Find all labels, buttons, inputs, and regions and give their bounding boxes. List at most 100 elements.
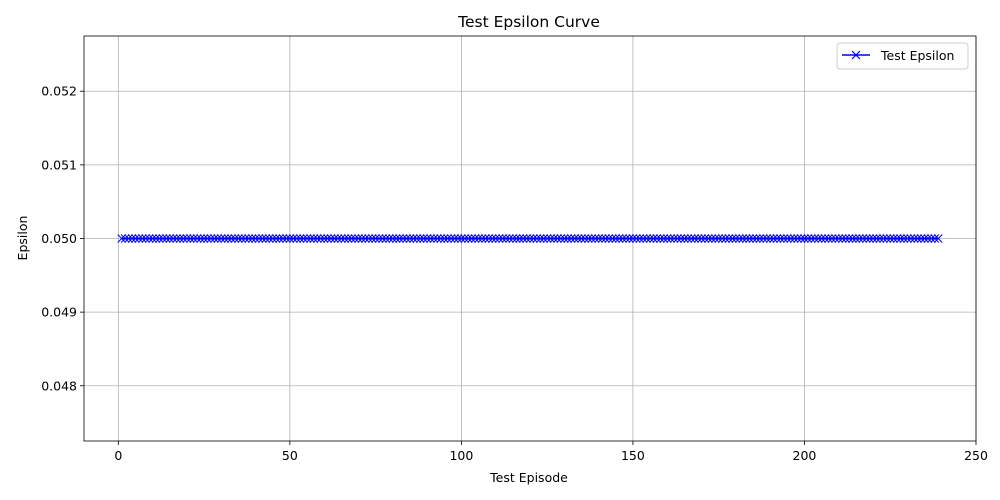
data-point-marker: [120, 234, 130, 243]
marker-stroke: [240, 234, 250, 243]
data-point-marker: [563, 234, 573, 243]
marker-stroke: [439, 234, 449, 243]
data-point-marker: [312, 234, 322, 243]
marker-stroke: [525, 234, 535, 243]
marker-stroke: [151, 234, 161, 243]
marker-stroke: [398, 234, 408, 243]
data-point-marker: [158, 234, 168, 243]
data-point-marker: [374, 234, 384, 243]
marker-stroke: [690, 234, 700, 243]
data-point-marker: [436, 234, 446, 243]
data-point-marker: [659, 234, 669, 243]
marker-stroke: [580, 234, 590, 243]
marker-stroke: [546, 234, 555, 243]
marker-stroke: [889, 234, 899, 243]
marker-stroke: [837, 234, 847, 243]
data-point-marker: [879, 234, 888, 243]
data-point-marker: [752, 234, 761, 243]
marker-stroke: [258, 234, 267, 243]
data-point-marker: [213, 234, 223, 243]
marker-stroke: [288, 234, 298, 243]
marker-stroke: [724, 234, 734, 243]
marker-stroke: [199, 234, 209, 243]
marker-stroke: [923, 234, 933, 243]
x-tick-label: 200: [793, 448, 817, 463]
data-point-marker: [261, 234, 271, 243]
marker-stroke: [721, 234, 730, 243]
data-point-marker: [323, 234, 332, 243]
marker-stroke: [659, 234, 669, 243]
marker-stroke: [662, 234, 672, 243]
data-point-marker: [378, 234, 387, 243]
marker-stroke: [728, 234, 737, 243]
data-point-marker: [539, 234, 549, 243]
data-point-marker: [388, 234, 398, 243]
marker-stroke: [779, 234, 789, 243]
marker-stroke: [656, 234, 665, 243]
legend-box: [836, 42, 969, 70]
marker-stroke: [741, 234, 751, 243]
marker-stroke: [645, 234, 655, 243]
marker-stroke: [505, 234, 514, 243]
marker-stroke: [707, 234, 717, 243]
marker-stroke: [367, 234, 377, 243]
data-point-marker: [717, 234, 727, 243]
marker-stroke: [810, 234, 820, 243]
data-point-marker: [186, 234, 195, 243]
marker-stroke: [618, 234, 627, 243]
marker-stroke: [285, 234, 295, 243]
data-point-marker: [481, 234, 490, 243]
marker-stroke: [422, 234, 432, 243]
data-point-marker: [210, 234, 219, 243]
data-point-marker: [542, 234, 552, 243]
marker-stroke: [597, 234, 607, 243]
data-point-marker: [148, 234, 157, 243]
marker-stroke: [384, 234, 394, 243]
marker-stroke: [498, 234, 507, 243]
marker-stroke: [148, 234, 157, 243]
data-point-marker: [892, 234, 902, 243]
marker-stroke: [693, 234, 703, 243]
x-tick-label: 250: [964, 448, 988, 463]
marker-stroke: [776, 234, 785, 243]
data-point-marker: [872, 234, 881, 243]
data-point-marker: [549, 234, 559, 243]
x-tick-label: 100: [449, 448, 473, 463]
data-point-marker: [642, 234, 651, 243]
marker-stroke: [216, 234, 226, 243]
data-point-marker: [525, 234, 535, 243]
series-layer: [117, 234, 943, 243]
data-point-marker: [508, 234, 518, 243]
marker-stroke: [161, 234, 171, 243]
marker-stroke: [230, 234, 240, 243]
data-point-marker: [868, 234, 878, 243]
data-point-marker: [580, 234, 590, 243]
data-point-marker: [175, 234, 185, 243]
marker-stroke: [748, 234, 758, 243]
marker-stroke: [614, 234, 624, 243]
marker-stroke: [553, 234, 562, 243]
marker-stroke: [457, 234, 466, 243]
marker-stroke: [192, 234, 202, 243]
data-point-marker: [844, 234, 854, 243]
marker-stroke: [841, 234, 850, 243]
data-point-marker: [611, 234, 621, 243]
marker-stroke: [340, 234, 350, 243]
marker-stroke: [271, 234, 281, 243]
data-point-marker: [354, 234, 363, 243]
marker-stroke: [402, 234, 411, 243]
data-point-marker: [258, 234, 267, 243]
marker-stroke: [511, 234, 521, 243]
marker-stroke: [848, 234, 857, 243]
data-point-marker: [165, 234, 175, 243]
marker-stroke: [501, 234, 511, 243]
data-point-marker: [247, 234, 257, 243]
data-point-marker: [803, 234, 813, 243]
data-point-marker: [933, 234, 943, 243]
marker-stroke: [539, 234, 549, 243]
data-point-marker: [450, 234, 459, 243]
marker-stroke: [295, 234, 305, 243]
data-point-marker: [203, 234, 212, 243]
marker-stroke: [933, 234, 943, 243]
